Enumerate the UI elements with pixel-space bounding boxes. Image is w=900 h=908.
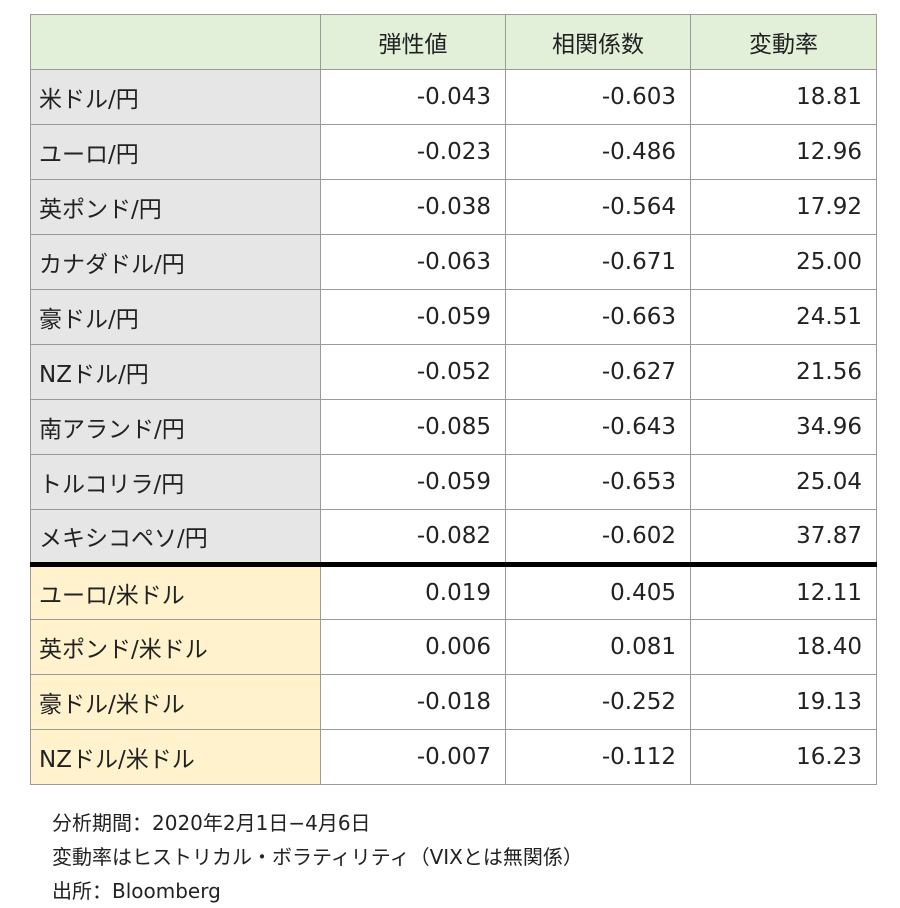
value-cell: -0.564	[505, 179, 691, 235]
notes: 分析期間：2020年2月1日−4月6日変動率はヒストリカル・ボラティリティ（VI…	[52, 806, 583, 908]
row-label: 米ドル/円	[30, 69, 321, 125]
row-label: NZドル/円	[30, 344, 321, 400]
value-cell: -0.059	[320, 289, 506, 345]
value-cell: 21.56	[690, 344, 877, 400]
table-row: 英ポンド/米ドル 0.006 0.081 18.40	[30, 619, 877, 675]
row-label: 南アランド/円	[30, 399, 321, 455]
table-row: 米ドル/円 -0.043 -0.603 18.81	[30, 69, 877, 125]
value-cell: 0.405	[505, 562, 691, 620]
value-cell: 0.006	[320, 619, 506, 675]
row-label: 英ポンド/円	[30, 179, 321, 235]
value-cell: 16.23	[690, 729, 877, 785]
table-body: 米ドル/円 -0.043 -0.603 18.81 ユーロ/円 -0.023 -0.486 1…	[30, 69, 877, 785]
value-cell: -0.038	[320, 179, 506, 235]
value-cell: -0.082	[320, 509, 506, 565]
value-cell: -0.043	[320, 69, 506, 125]
value-cell: 17.92	[690, 179, 877, 235]
value-cell: -0.602	[505, 509, 691, 565]
table-row: ユーロ/円 -0.023 -0.486 12.96	[30, 124, 877, 180]
data-table: 弾性値 相関係数 変動率 米ドル/円 -0.043 -0.603 18.81 ユーロ/円 -0…	[30, 14, 877, 785]
value-cell: 12.11	[690, 562, 877, 620]
value-cell: 24.51	[690, 289, 877, 345]
value-cell: -0.671	[505, 234, 691, 290]
value-cell: -0.603	[505, 69, 691, 125]
row-label: ユーロ/米ドル	[30, 562, 321, 620]
value-cell: -0.059	[320, 454, 506, 510]
value-cell: 25.00	[690, 234, 877, 290]
row-label: カナダドル/円	[30, 234, 321, 290]
value-cell: 18.40	[690, 619, 877, 675]
table-row: 豪ドル/米ドル -0.018 -0.252 19.13	[30, 674, 877, 730]
value-cell: -0.007	[320, 729, 506, 785]
value-cell: -0.643	[505, 399, 691, 455]
value-cell: 18.81	[690, 69, 877, 125]
header-cell: 変動率	[690, 14, 877, 70]
value-cell: 25.04	[690, 454, 877, 510]
header-cell: 相関係数	[505, 14, 691, 70]
table-row: 英ポンド/円 -0.038 -0.564 17.92	[30, 179, 877, 235]
table-row: ユーロ/米ドル 0.019 0.405 12.11	[30, 562, 877, 620]
value-cell: -0.085	[320, 399, 506, 455]
value-cell: -0.112	[505, 729, 691, 785]
row-label: トルコリラ/円	[30, 454, 321, 510]
value-cell: -0.627	[505, 344, 691, 400]
table-row: 豪ドル/円 -0.059 -0.663 24.51	[30, 289, 877, 345]
row-label: 英ポンド/米ドル	[30, 619, 321, 675]
header-cell	[30, 14, 321, 70]
value-cell: 0.019	[320, 562, 506, 620]
value-cell: -0.252	[505, 674, 691, 730]
note: 出所：Bloomberg	[52, 879, 221, 903]
note: 分析期間：2020年2月1日−4月6日	[52, 811, 371, 835]
value-cell: 0.081	[505, 619, 691, 675]
row-label: ユーロ/円	[30, 124, 321, 180]
table-row: NZドル/米ドル -0.007 -0.112 16.23	[30, 729, 877, 785]
value-cell: -0.052	[320, 344, 506, 400]
value-cell: -0.486	[505, 124, 691, 180]
header-cell: 弾性値	[320, 14, 506, 70]
table-row: 南アランド/円 -0.085 -0.643 34.96	[30, 399, 877, 455]
row-label: 豪ドル/円	[30, 289, 321, 345]
value-cell: 37.87	[690, 509, 877, 565]
row-label: 豪ドル/米ドル	[30, 674, 321, 730]
table-row: カナダドル/円 -0.063 -0.671 25.00	[30, 234, 877, 290]
value-cell: 12.96	[690, 124, 877, 180]
row-label: NZドル/米ドル	[30, 729, 321, 785]
table-row: メキシコペソ/円 -0.082 -0.602 37.87	[30, 509, 877, 565]
value-cell: -0.653	[505, 454, 691, 510]
table-row: NZドル/円 -0.052 -0.627 21.56	[30, 344, 877, 400]
value-cell: -0.063	[320, 234, 506, 290]
table-row: トルコリラ/円 -0.059 -0.653 25.04	[30, 454, 877, 510]
header-row: 弾性値 相関係数 変動率	[30, 14, 877, 70]
value-cell: -0.023	[320, 124, 506, 180]
row-label: メキシコペソ/円	[30, 509, 321, 565]
value-cell: -0.018	[320, 674, 506, 730]
value-cell: 34.96	[690, 399, 877, 455]
value-cell: -0.663	[505, 289, 691, 345]
value-cell: 19.13	[690, 674, 877, 730]
note: 変動率はヒストリカル・ボラティリティ（VIXとは無関係）	[52, 845, 583, 869]
